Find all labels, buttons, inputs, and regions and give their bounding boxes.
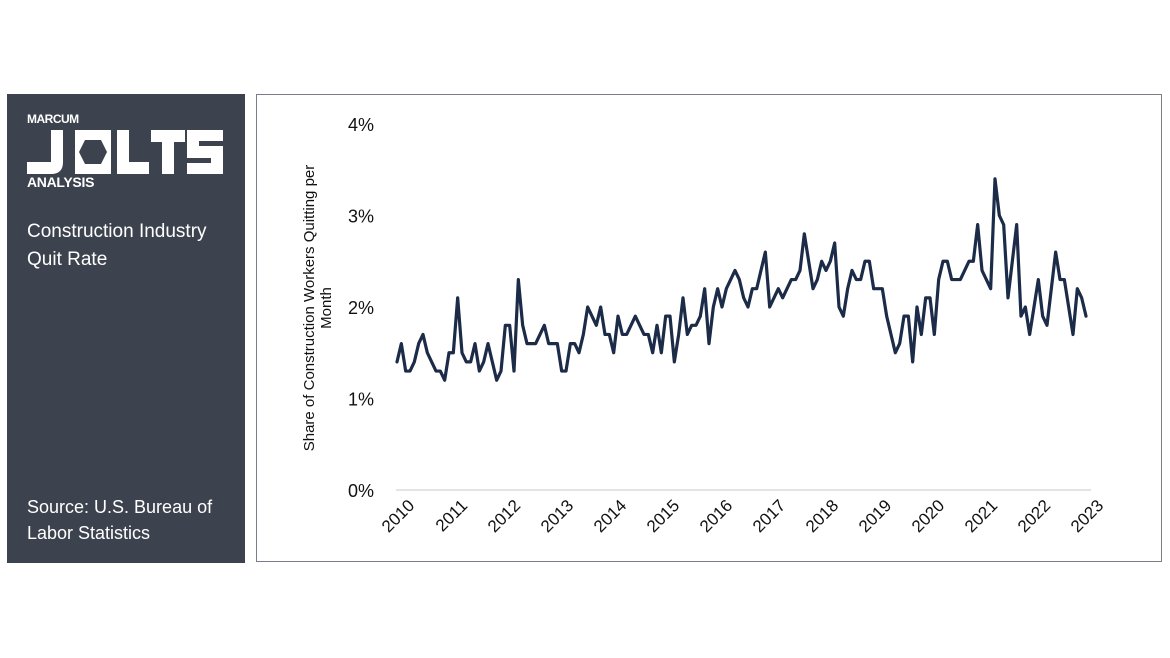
x-tick-label: 2014: [590, 496, 630, 536]
x-tick-label: 2013: [537, 496, 577, 536]
x-tick-label: 2019: [855, 496, 895, 536]
x-tick-label: 2018: [802, 496, 842, 536]
y-tick-label: 3%: [348, 207, 374, 227]
x-tick-label: 2017: [749, 496, 789, 536]
x-tick-label: 2011: [432, 496, 471, 535]
series-line-0: [395, 177, 1088, 382]
logo-brand-small: MARCUM: [27, 112, 79, 126]
chart-title: Construction Industry Quit Rate: [27, 221, 207, 270]
y-tick-label: 2%: [348, 298, 374, 318]
x-tick-label: 2021: [961, 496, 1001, 536]
y-tick-label: 4%: [348, 115, 374, 135]
x-tick-label: 2016: [696, 496, 736, 536]
y-tick-label: 0%: [348, 481, 374, 501]
logo-analysis-text: ANALYSIS: [27, 174, 95, 190]
jolts-analysis-logo: MARCUM ANALYSIS: [27, 112, 227, 192]
y-axis-title: Share of Construction Workers Quitting p…: [301, 165, 335, 452]
jolts-wordmark-logo: [27, 130, 223, 174]
y-tick-label: 1%: [348, 390, 374, 410]
x-tick-label: 2020: [908, 496, 948, 536]
quit-rate-line-chart: 0% 1% 2% 3% 4% 2010 2011 2012 2013 2014 2015 2016 20…: [301, 115, 1107, 536]
source-note: Source: U.S. Bureau of Labor Statistics: [27, 497, 213, 543]
x-tick-label: 2023: [1067, 496, 1107, 536]
side-panel: MARCUM ANALYSIS Construction Industry Qu…: [7, 94, 245, 563]
x-tick-label: 2015: [643, 496, 683, 536]
x-tick-label: 2010: [378, 496, 418, 536]
x-tick-label: 2022: [1014, 496, 1054, 536]
x-tick-label: 2012: [484, 496, 524, 536]
